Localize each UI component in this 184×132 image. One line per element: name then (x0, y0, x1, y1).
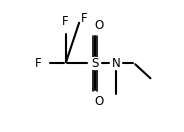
Text: S: S (91, 57, 98, 70)
Text: F: F (81, 12, 87, 25)
Text: F: F (62, 15, 69, 28)
Text: F: F (35, 57, 41, 70)
Text: N: N (111, 57, 120, 70)
Text: O: O (94, 19, 103, 32)
Text: O: O (94, 95, 103, 108)
